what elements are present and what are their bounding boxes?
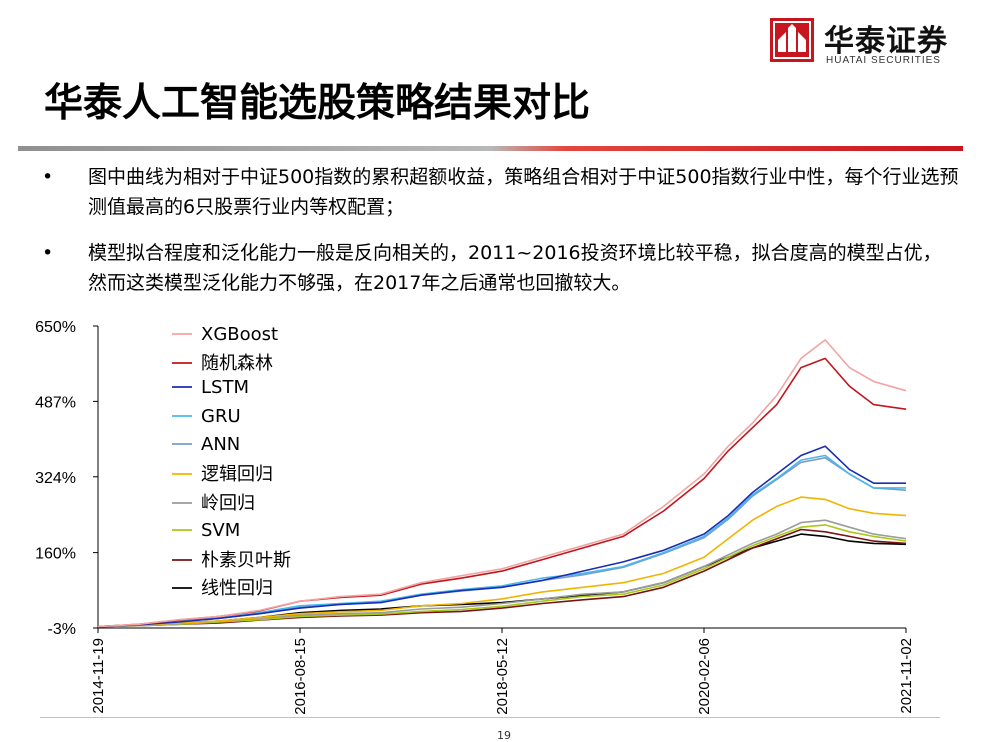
title-divider [18,146,963,151]
bullet-text: 模型拟合程度和泛化能力一般是反向相关的，2011~2016投资环境比较平稳，拟合… [88,242,942,294]
slide-title: 华泰人工智能选股策略结果对比 [44,81,591,126]
legend-label: LSTM [201,377,249,398]
bullet-dot: • [42,166,54,188]
x-tick-label: 2020-02-06 [696,638,713,715]
legend-label: SVM [201,520,240,541]
bullet-item: • 图中曲线为相对于中证500指数的累积超额收益，策略组合相对于中证500指数行… [40,162,960,222]
legend-label: 随机森林 [201,353,273,374]
brand-logo: 华泰证券 HUATAI SECURITIES [770,14,970,70]
logo-english-name: HUATAI SECURITIES [826,55,941,66]
legend-label: ANN [201,434,240,455]
footer-divider [40,717,940,718]
legend-label: 朴素贝叶斯 [201,550,291,571]
x-tick-label: 2021-11-02 [898,638,915,714]
series-line-逻辑回归 [97,496,907,628]
excess-return-chart: 650% 487% 324% 160% -3% 2014-11-19 2016-08-15 2… [35,319,915,715]
series-line-LSTM [97,445,906,628]
legend-label: 线性回归 [201,578,273,599]
logo-chinese-name: 华泰证券 [824,24,948,59]
x-tick-label: 2018-05-12 [494,638,511,715]
bullet-list: • 图中曲线为相对于中证500指数的累积超额收益，策略组合相对于中证500指数行… [40,162,960,314]
legend-label: 岭回归 [201,493,255,514]
y-tick-label: -3% [48,621,76,638]
legend-label: 逻辑回归 [201,464,273,485]
legend-label: GRU [201,406,241,427]
y-tick-label: 487% [35,394,76,411]
y-tick-label: 650% [35,319,76,336]
bullet-text: 图中曲线为相对于中证500指数的累积超额收益，策略组合相对于中证500指数行业中… [88,166,959,218]
series-line-XGBoost [97,339,907,628]
y-tick-label: 324% [35,470,76,487]
series-line-SVM [97,524,907,628]
bullet-dot: • [42,242,54,264]
legend-label: XGBoost [201,324,278,345]
x-tick-label: 2016-08-15 [292,638,309,715]
huatai-logo-icon [770,18,814,62]
page-number: 19 [497,729,511,742]
x-tick-label: 2014-11-19 [90,638,107,714]
bullet-item: • 模型拟合程度和泛化能力一般是反向相关的，2011~2016投资环境比较平稳，… [40,238,960,298]
y-tick-label: 160% [35,546,76,563]
